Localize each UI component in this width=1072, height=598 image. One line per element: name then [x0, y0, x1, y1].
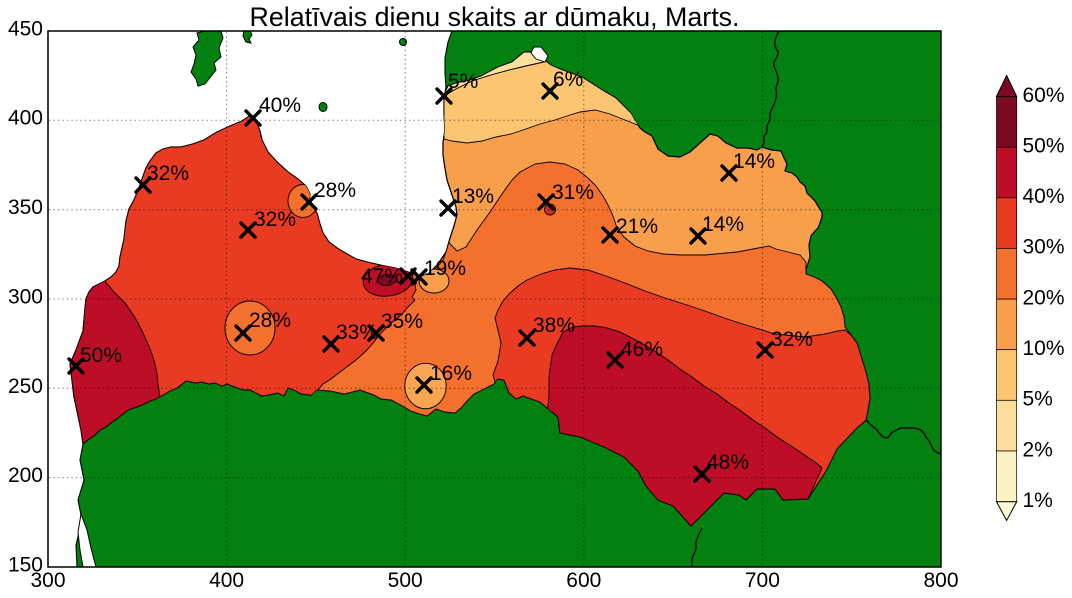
svg-text:21%: 21% — [616, 215, 658, 238]
svg-text:40%: 40% — [259, 94, 301, 117]
svg-text:14%: 14% — [733, 150, 775, 173]
svg-text:250: 250 — [8, 375, 43, 398]
svg-text:400: 400 — [209, 569, 244, 592]
svg-text:19%: 19% — [424, 257, 466, 280]
svg-text:500: 500 — [388, 569, 423, 592]
svg-text:38%: 38% — [533, 314, 575, 337]
svg-text:300: 300 — [30, 569, 65, 592]
svg-text:20%: 20% — [1023, 286, 1065, 309]
svg-text:400: 400 — [8, 107, 43, 130]
svg-text:6%: 6% — [553, 68, 583, 91]
svg-text:32%: 32% — [771, 328, 813, 351]
svg-text:14%: 14% — [702, 213, 744, 236]
svg-text:48%: 48% — [707, 451, 749, 474]
svg-text:35%: 35% — [381, 310, 423, 333]
svg-text:450: 450 — [8, 18, 43, 41]
svg-text:300: 300 — [8, 286, 43, 309]
svg-text:600: 600 — [566, 569, 601, 592]
svg-text:10%: 10% — [1023, 337, 1065, 360]
svg-text:47%: 47% — [361, 265, 403, 288]
svg-text:28%: 28% — [314, 179, 356, 202]
svg-text:5%: 5% — [448, 70, 478, 93]
svg-text:50%: 50% — [80, 344, 122, 367]
svg-text:1%: 1% — [1023, 489, 1053, 512]
svg-text:32%: 32% — [254, 208, 296, 231]
svg-text:32%: 32% — [147, 162, 189, 185]
svg-text:2%: 2% — [1023, 438, 1053, 461]
svg-text:40%: 40% — [1023, 185, 1065, 208]
svg-text:350: 350 — [8, 196, 43, 219]
svg-text:13%: 13% — [452, 185, 494, 208]
svg-text:28%: 28% — [249, 309, 291, 332]
svg-text:46%: 46% — [621, 338, 663, 361]
svg-text:150: 150 — [8, 554, 43, 577]
svg-text:800: 800 — [923, 569, 958, 592]
svg-text:5%: 5% — [1023, 388, 1053, 411]
svg-text:50%: 50% — [1023, 135, 1065, 158]
svg-text:31%: 31% — [552, 181, 594, 204]
svg-text:Relatīvais dienu skaits ar dūm: Relatīvais dienu skaits ar dūmaku, Marts… — [250, 2, 740, 32]
svg-text:16%: 16% — [430, 362, 472, 385]
svg-text:33%: 33% — [336, 321, 378, 344]
svg-text:30%: 30% — [1023, 236, 1065, 259]
svg-text:700: 700 — [745, 569, 780, 592]
svg-text:200: 200 — [8, 464, 43, 487]
svg-text:60%: 60% — [1023, 84, 1065, 107]
